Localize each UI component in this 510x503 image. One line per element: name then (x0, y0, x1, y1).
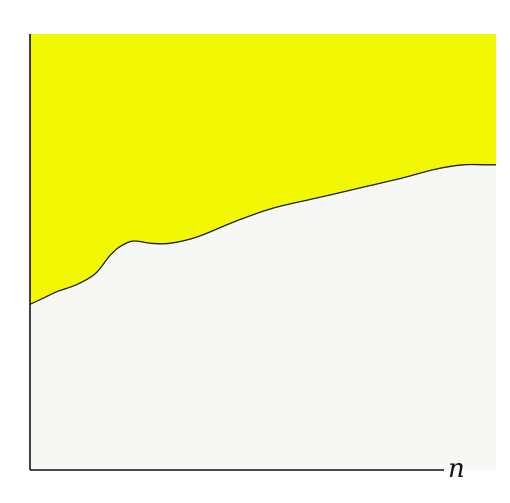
upper-region-fill (30, 34, 496, 305)
x-axis-label: n (448, 454, 465, 484)
boundary-curve (29, 163, 496, 305)
